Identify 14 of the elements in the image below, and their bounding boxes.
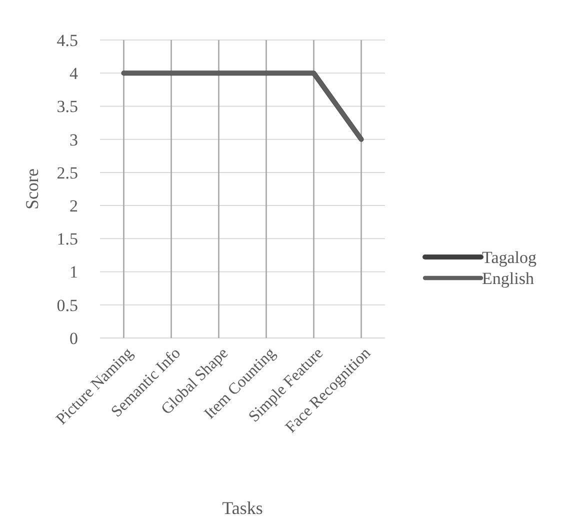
- legend-label: Tagalog: [482, 248, 538, 267]
- y-tick-label: 2: [70, 196, 78, 216]
- y-tick-label: 4.5: [56, 30, 78, 50]
- y-tick-label: 2.5: [56, 163, 78, 182]
- y-tick-label: 0.5: [56, 296, 78, 315]
- legend-label: English: [482, 268, 534, 288]
- y-tick-label: 4: [70, 64, 78, 84]
- y-tick-label: 3.5: [56, 97, 78, 116]
- y-tick-label: 0: [70, 328, 78, 348]
- y-tick-label: 1: [70, 262, 78, 282]
- y-tick-label: 3: [70, 130, 78, 150]
- y-axis-title: Score: [22, 168, 42, 210]
- y-tick-label: 1.5: [56, 230, 78, 249]
- x-axis-title: Tasks: [222, 498, 263, 518]
